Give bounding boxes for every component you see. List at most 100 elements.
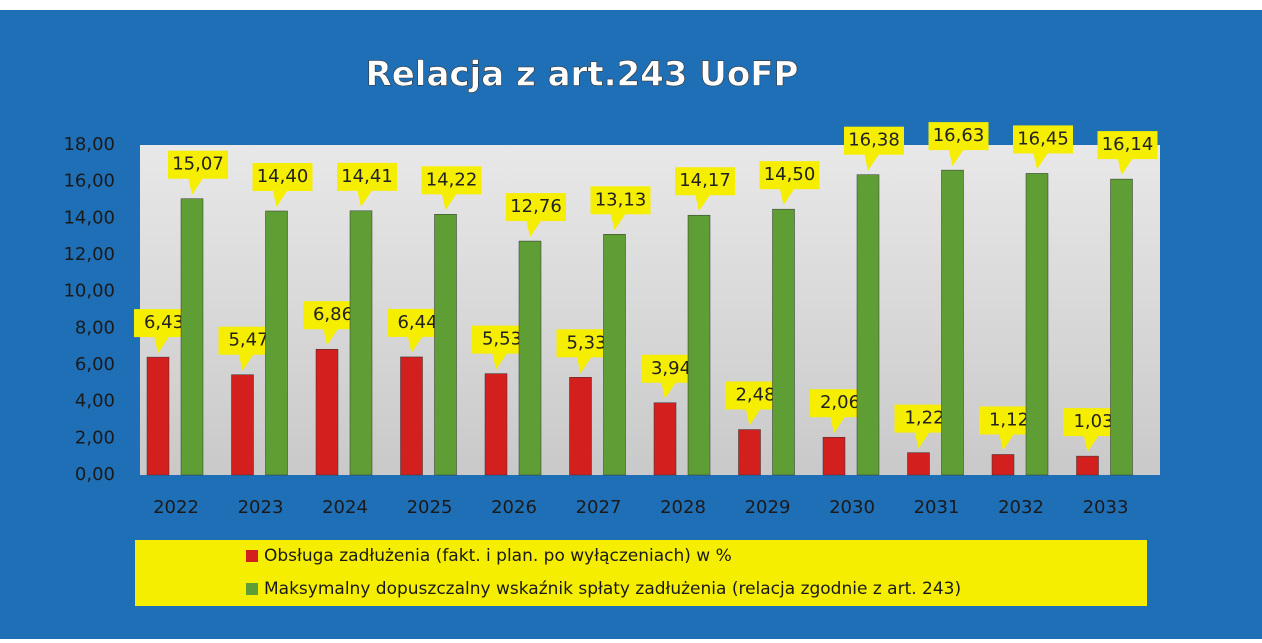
label-pointer (357, 188, 373, 207)
y-tick-label: 6,00 (75, 354, 115, 375)
data-label: 14,41 (341, 166, 393, 187)
y-tick-label: 16,00 (63, 171, 115, 192)
bar (1076, 455, 1099, 476)
y-tick-label: 2,00 (75, 427, 115, 448)
bar (991, 454, 1015, 476)
bar (231, 374, 254, 476)
label-box (675, 167, 735, 196)
label-pointer (323, 327, 339, 346)
data-label: 6,44 (397, 312, 437, 333)
legend-marker (246, 550, 258, 562)
label-pointer (610, 212, 627, 231)
bar (518, 240, 542, 476)
bar (772, 208, 795, 476)
x-tick-label: 2031 (914, 497, 960, 518)
bar (434, 214, 457, 476)
y-tick-label: 12,00 (63, 244, 115, 265)
y-tick-label: 0,00 (75, 464, 115, 485)
label-pointer (238, 352, 255, 371)
data-label: 14,50 (764, 164, 816, 185)
bar (856, 174, 880, 476)
label-box (252, 163, 313, 191)
data-label: 1,12 (989, 409, 1029, 430)
bar (653, 402, 677, 476)
data-label: 16,63 (933, 125, 985, 146)
label-pointer (1033, 151, 1049, 170)
data-label: 5,53 (482, 329, 522, 350)
bar (400, 356, 423, 476)
label-box (759, 161, 820, 190)
data-label: 14,22 (426, 169, 478, 190)
label-pointer (492, 351, 508, 370)
data-label: 14,40 (257, 166, 309, 187)
data-label: 5,33 (566, 332, 606, 353)
bar (738, 429, 761, 476)
data-label: 1,03 (1073, 411, 1113, 432)
data-label: 13,13 (595, 189, 647, 210)
bar (569, 377, 592, 476)
label-pointer (830, 415, 846, 434)
data-label: 15,07 (172, 154, 224, 175)
data-label: 2,06 (820, 392, 860, 413)
y-tick-label: 14,00 (63, 207, 115, 228)
label-box (168, 150, 228, 179)
label-pointer (1083, 434, 1100, 453)
chart-title: Relacja z art.243 UoFP (366, 55, 799, 95)
x-tick-label: 2025 (407, 497, 453, 518)
label-pointer (526, 219, 542, 238)
label-pointer (576, 355, 593, 374)
x-tick-label: 2024 (322, 497, 368, 518)
bar (349, 210, 373, 476)
legend-box (135, 540, 1147, 606)
legend-label: Obsługa zadłużenia (fakt. i plan. po wył… (264, 546, 732, 566)
label-box (844, 126, 904, 155)
bar (180, 198, 204, 476)
y-tick-label: 10,00 (63, 281, 115, 302)
label-pointer (745, 407, 762, 426)
x-tick-label: 2032 (998, 497, 1044, 518)
label-pointer (407, 334, 424, 353)
x-tick-label: 2026 (491, 497, 537, 518)
label-pointer (914, 430, 931, 449)
legend-label: Maksymalny dopuszczalny wskaźnik spłaty … (264, 579, 961, 599)
bar (687, 214, 711, 476)
label-box (421, 166, 482, 195)
bar (1110, 178, 1133, 476)
data-label: 2,48 (735, 385, 775, 406)
bar (1025, 173, 1049, 476)
label-box (337, 162, 397, 191)
bar (146, 356, 170, 476)
bar (941, 169, 964, 476)
label-pointer (779, 187, 796, 206)
x-tick-label: 2033 (1083, 497, 1129, 518)
bar (315, 348, 339, 476)
y-tick-label: 4,00 (75, 391, 115, 412)
label-pointer (1117, 157, 1134, 176)
data-label: 16,45 (1017, 128, 1069, 149)
bar (265, 210, 288, 476)
x-tick-label: 2023 (238, 497, 284, 518)
data-label: 5,47 (228, 330, 268, 351)
data-label: 14,17 (679, 170, 731, 191)
data-label: 1,22 (904, 408, 944, 429)
x-tick-label: 2029 (745, 497, 791, 518)
bar (603, 234, 626, 476)
label-pointer (999, 432, 1015, 451)
label-pointer (661, 380, 677, 399)
label-pointer (864, 152, 880, 171)
y-tick-label: 8,00 (75, 317, 115, 338)
label-pointer (188, 176, 204, 195)
data-label: 6,86 (313, 304, 353, 325)
data-label: 16,38 (848, 130, 900, 151)
x-tick-label: 2022 (153, 497, 199, 518)
label-box (590, 186, 651, 215)
label-pointer (441, 192, 458, 211)
bar (907, 452, 930, 476)
data-label: 12,76 (510, 196, 562, 217)
bar (484, 373, 508, 476)
label-pointer (948, 148, 965, 167)
label-box (928, 122, 989, 151)
label-pointer (695, 193, 711, 212)
